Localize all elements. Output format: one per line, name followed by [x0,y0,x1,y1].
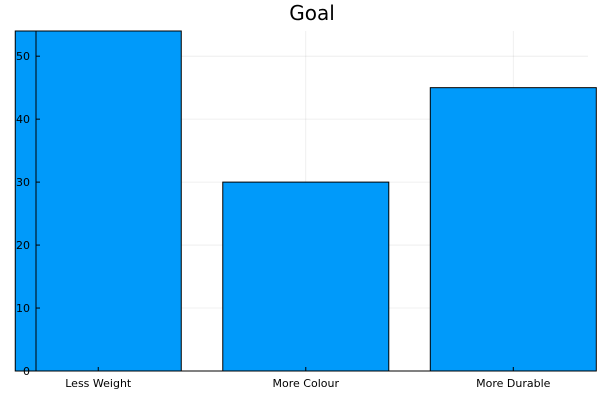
y-tick-label: 10 [16,302,30,315]
x-tick-label: More Durable [476,377,551,390]
x-tick-label: More Colour [273,377,340,390]
y-tick-label: 50 [16,50,30,63]
bars [14,30,597,372]
y-tick-label: 40 [16,113,30,126]
tick-labels: 0 10 20 30 40 50 Less Weight More Colour More Du… [16,50,551,390]
bar-less-weight [14,30,182,372]
y-tick-label: 20 [16,239,30,252]
y-tick-label: 0 [23,365,30,378]
bar-more-durable [429,87,597,372]
chart-title: Goal [289,1,335,25]
axes [35,31,588,372]
bar-more-colour [222,181,390,372]
x-tick-label: Less Weight [65,377,132,390]
y-tick-label: 30 [16,176,30,189]
